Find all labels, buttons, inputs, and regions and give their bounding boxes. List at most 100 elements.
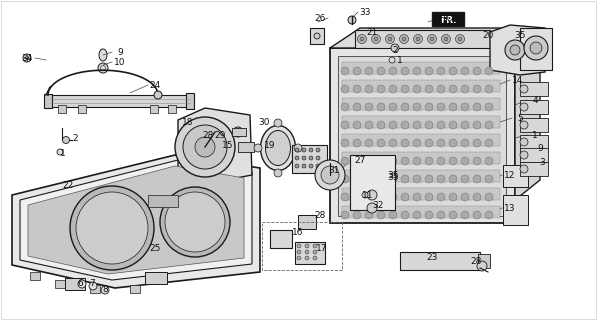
Circle shape [305, 250, 309, 254]
Text: 35: 35 [387, 171, 399, 180]
Text: 22: 22 [62, 180, 73, 189]
Circle shape [274, 169, 282, 177]
Circle shape [437, 175, 445, 183]
Circle shape [389, 175, 397, 183]
Circle shape [477, 261, 487, 271]
Circle shape [485, 67, 493, 75]
Circle shape [315, 160, 345, 190]
Circle shape [449, 103, 457, 111]
Circle shape [425, 193, 433, 201]
Circle shape [449, 157, 457, 165]
Circle shape [425, 139, 433, 147]
Circle shape [302, 164, 306, 168]
Text: 33: 33 [359, 7, 371, 17]
Circle shape [425, 157, 433, 165]
Circle shape [63, 137, 69, 143]
Circle shape [297, 244, 301, 248]
Circle shape [399, 35, 408, 44]
Circle shape [365, 139, 373, 147]
Circle shape [437, 211, 445, 219]
Text: 15: 15 [222, 140, 234, 149]
Circle shape [485, 175, 493, 183]
Circle shape [413, 121, 421, 129]
Circle shape [70, 186, 154, 270]
Circle shape [313, 250, 317, 254]
Circle shape [316, 156, 320, 160]
Text: 34: 34 [21, 53, 33, 62]
Text: 8: 8 [102, 285, 108, 294]
Bar [292, 145, 327, 173]
Circle shape [461, 175, 469, 183]
Text: 9: 9 [537, 143, 543, 153]
Text: 29: 29 [214, 131, 226, 140]
Circle shape [425, 103, 433, 111]
Circle shape [78, 280, 86, 288]
Circle shape [305, 256, 309, 260]
Bar [520, 135, 548, 149]
Text: 32: 32 [373, 201, 384, 210]
Text: 5: 5 [517, 114, 523, 123]
Circle shape [413, 193, 421, 201]
Circle shape [449, 85, 457, 93]
Circle shape [437, 67, 445, 75]
Circle shape [388, 37, 392, 41]
Circle shape [160, 187, 230, 257]
Circle shape [401, 103, 409, 111]
Bar [50, 95, 190, 107]
Circle shape [309, 156, 313, 160]
Circle shape [362, 192, 368, 198]
Bar [262, 222, 342, 270]
Circle shape [461, 193, 469, 201]
Circle shape [23, 54, 31, 62]
Bar [520, 82, 548, 96]
Circle shape [295, 148, 299, 152]
Circle shape [57, 149, 63, 155]
Circle shape [377, 67, 385, 75]
Circle shape [305, 244, 309, 248]
Circle shape [473, 175, 481, 183]
Circle shape [386, 35, 395, 44]
Circle shape [314, 33, 320, 39]
Text: 2: 2 [72, 133, 78, 142]
Circle shape [302, 156, 306, 160]
Circle shape [377, 121, 385, 129]
Text: 14: 14 [512, 76, 524, 84]
Text: 9: 9 [117, 47, 123, 57]
Circle shape [98, 63, 108, 73]
Circle shape [389, 103, 397, 111]
Bar [342, 116, 500, 128]
Circle shape [401, 121, 409, 129]
Circle shape [377, 103, 385, 111]
Text: 11: 11 [362, 190, 374, 199]
Circle shape [413, 103, 421, 111]
Circle shape [377, 85, 385, 93]
Ellipse shape [99, 49, 107, 61]
Polygon shape [28, 166, 244, 274]
Bar [355, 30, 490, 48]
Bar [58, 105, 66, 113]
Circle shape [389, 157, 397, 165]
Circle shape [456, 35, 464, 44]
Text: FR.: FR. [440, 15, 456, 25]
Text: 12: 12 [504, 171, 516, 180]
Circle shape [377, 175, 385, 183]
Bar [270, 230, 292, 248]
Circle shape [473, 157, 481, 165]
Circle shape [449, 121, 457, 129]
Text: 16: 16 [293, 228, 304, 236]
Text: 1: 1 [397, 55, 403, 65]
Text: 23: 23 [426, 253, 438, 262]
Circle shape [313, 244, 317, 248]
Circle shape [365, 121, 373, 129]
Circle shape [413, 175, 421, 183]
Circle shape [377, 139, 385, 147]
Circle shape [473, 211, 481, 219]
Circle shape [348, 16, 356, 24]
Circle shape [425, 175, 433, 183]
Bar [238, 142, 254, 152]
Bar [342, 98, 500, 110]
Circle shape [449, 193, 457, 201]
Circle shape [341, 193, 349, 201]
Circle shape [430, 37, 434, 41]
Circle shape [365, 157, 373, 165]
